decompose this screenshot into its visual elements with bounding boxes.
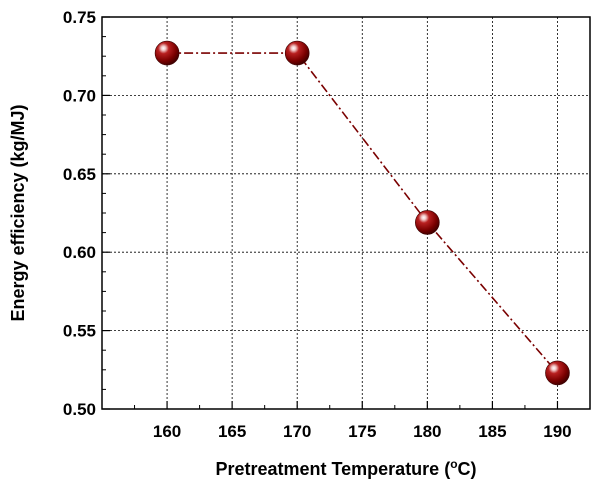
data-point xyxy=(154,40,180,66)
y-tick-label: 0.50 xyxy=(63,400,96,419)
grid xyxy=(102,17,590,409)
y-tick-label: 0.65 xyxy=(63,165,96,184)
x-tick-label: 185 xyxy=(478,422,506,441)
x-tick-label: 165 xyxy=(218,422,246,441)
y-tick-label: 0.75 xyxy=(63,8,96,27)
y-tick-label: 0.70 xyxy=(63,86,96,105)
y-tick-label: 0.60 xyxy=(63,243,96,262)
plot-frame xyxy=(101,16,591,410)
x-axis-label-main: Pretreatment Temperature ( xyxy=(215,459,450,479)
x-axis-label: Pretreatment Temperature (oC) xyxy=(215,457,476,479)
x-axis-label-degree: o xyxy=(450,457,457,471)
data-point xyxy=(545,360,570,386)
ticks: 160 165 170 175 180 185 190 0.50 0.55 0.60 0.65 0.7… xyxy=(63,8,572,441)
data-point xyxy=(415,210,440,235)
series-line xyxy=(167,52,559,374)
series xyxy=(154,40,570,386)
y-axis-label: Energy efficiency (kg/MJ) xyxy=(8,104,28,321)
x-tick-label: 190 xyxy=(543,422,571,441)
x-tick-label: 160 xyxy=(153,422,181,441)
data-point xyxy=(284,40,310,66)
y-tick-label: 0.55 xyxy=(63,322,96,341)
x-tick-label: 170 xyxy=(283,422,311,441)
x-tick-label: 180 xyxy=(413,422,441,441)
x-tick-label: 175 xyxy=(348,422,376,441)
x-axis-label-unit: C) xyxy=(458,459,477,479)
